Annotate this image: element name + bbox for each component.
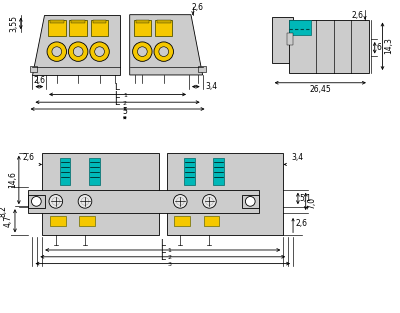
Circle shape <box>73 47 83 57</box>
Text: L: L <box>114 91 120 100</box>
Bar <box>79 216 95 226</box>
Text: 3,4: 3,4 <box>291 153 303 162</box>
Text: 3,55: 3,55 <box>10 15 19 32</box>
Circle shape <box>176 198 184 205</box>
Text: L: L <box>160 246 165 255</box>
Text: 1: 1 <box>168 249 172 254</box>
Bar <box>50 19 64 23</box>
Bar <box>174 216 190 226</box>
Text: 2: 2 <box>123 101 127 106</box>
Bar <box>60 158 70 185</box>
Bar <box>157 19 170 23</box>
Circle shape <box>138 47 147 57</box>
Bar <box>71 19 85 23</box>
Text: 2,6: 2,6 <box>296 219 308 228</box>
Circle shape <box>203 195 216 208</box>
Bar <box>42 153 159 235</box>
Text: 5: 5 <box>122 107 127 116</box>
Text: 2,6: 2,6 <box>22 153 34 162</box>
Bar <box>48 19 66 36</box>
Text: L: L <box>160 239 165 248</box>
Circle shape <box>90 42 109 61</box>
Bar <box>50 216 66 226</box>
Circle shape <box>81 198 89 205</box>
Circle shape <box>133 42 152 61</box>
Circle shape <box>49 195 63 208</box>
Bar <box>204 216 219 226</box>
Bar <box>289 19 310 35</box>
Text: 6: 6 <box>377 43 382 52</box>
Bar <box>70 19 87 36</box>
Circle shape <box>68 42 88 61</box>
Text: L: L <box>160 253 165 262</box>
Circle shape <box>174 195 187 208</box>
Text: 1: 1 <box>123 93 127 98</box>
Circle shape <box>206 198 213 205</box>
Text: 14,3: 14,3 <box>384 37 394 54</box>
Polygon shape <box>130 15 203 75</box>
Text: 8,2: 8,2 <box>0 205 7 217</box>
Text: 26,45: 26,45 <box>309 85 331 94</box>
Text: 2,6: 2,6 <box>33 76 45 85</box>
Text: 2,6: 2,6 <box>192 3 204 12</box>
Text: 7,0: 7,0 <box>308 197 317 209</box>
Bar <box>167 153 283 235</box>
Bar <box>93 19 106 23</box>
Bar <box>136 19 149 23</box>
Bar <box>134 19 151 36</box>
Text: 2,6: 2,6 <box>351 11 363 20</box>
Text: 4,7: 4,7 <box>4 215 13 227</box>
Bar <box>184 158 195 185</box>
Circle shape <box>78 195 92 208</box>
Text: 2: 2 <box>168 255 172 260</box>
Bar <box>213 158 224 185</box>
Bar <box>287 33 293 45</box>
Bar <box>28 190 259 213</box>
Polygon shape <box>32 15 120 75</box>
Text: L: L <box>114 84 120 92</box>
Text: L: L <box>114 98 120 107</box>
Bar <box>91 19 108 36</box>
Circle shape <box>47 42 66 61</box>
Circle shape <box>95 47 104 57</box>
Circle shape <box>32 197 41 206</box>
Text: 3: 3 <box>168 262 172 267</box>
Text: 14,6: 14,6 <box>8 172 17 188</box>
Bar <box>30 66 37 72</box>
Bar <box>289 19 369 73</box>
Bar <box>89 158 100 185</box>
Text: 5,1: 5,1 <box>300 194 312 203</box>
Circle shape <box>154 42 174 61</box>
Bar <box>155 19 172 36</box>
Circle shape <box>246 197 255 206</box>
Circle shape <box>52 198 60 205</box>
Bar <box>28 195 45 208</box>
Bar <box>198 66 206 72</box>
Bar <box>272 17 293 63</box>
Text: 3: 3 <box>123 107 127 112</box>
Text: 3,4: 3,4 <box>206 82 218 91</box>
Bar <box>242 195 259 208</box>
Circle shape <box>159 47 168 57</box>
Circle shape <box>52 47 62 57</box>
